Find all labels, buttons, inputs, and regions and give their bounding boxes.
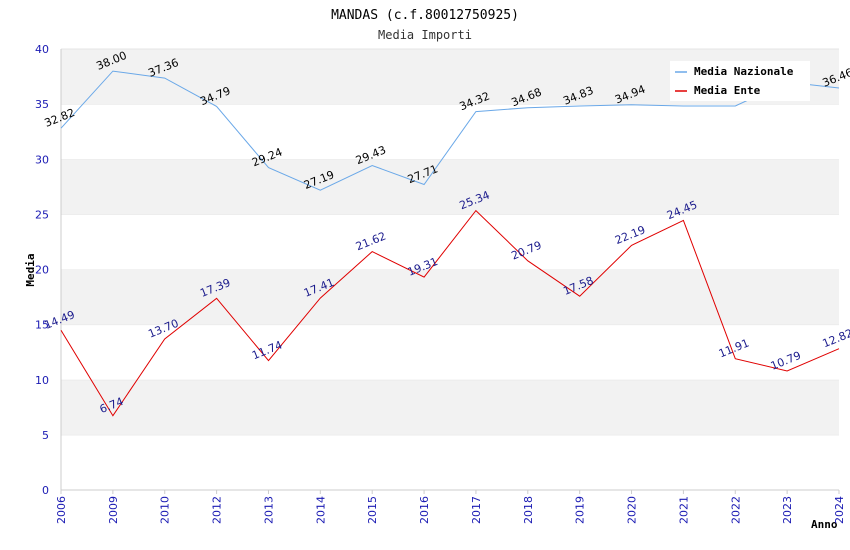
axes [60, 49, 839, 491]
x-tick-label: 2006 [55, 496, 68, 524]
background-bands [61, 48, 839, 490]
chart-subtitle: Media Importi [378, 28, 472, 42]
x-tick-label: 2022 [729, 496, 742, 524]
x-tick-label: 2024 [833, 496, 846, 524]
y-axis-label: Media [24, 253, 37, 286]
y-tick-label: 10 [35, 374, 49, 387]
grid-band [61, 324, 839, 380]
y-tick-label: 15 [35, 319, 49, 332]
x-tick-label: 2019 [574, 496, 587, 524]
grid-band [61, 269, 839, 325]
grid-band [61, 214, 839, 270]
x-axis-label: Anno [811, 518, 838, 531]
series-line-nazionale [60, 70, 840, 191]
y-tick-label: 5 [42, 429, 49, 442]
x-tick-label: 2018 [522, 496, 535, 524]
x-tick-label: 2014 [314, 496, 327, 524]
grid-band [61, 434, 839, 490]
x-tick-label: 2010 [159, 496, 172, 524]
grid-band [61, 104, 839, 160]
legend-label-ente: Media Ente [694, 84, 761, 97]
series-lines [60, 70, 840, 417]
x-tick-label: 2023 [781, 496, 794, 524]
x-tick-label: 2015 [366, 496, 379, 524]
grid-band [61, 379, 839, 435]
y-tick-label: 0 [42, 484, 49, 497]
y-tick-label: 25 [35, 208, 49, 221]
x-tick-label: 2017 [470, 496, 483, 524]
y-tick-label: 30 [35, 153, 49, 166]
legend: Media Nazionale Media Ente [670, 61, 810, 101]
grid-band [61, 159, 839, 215]
x-ticks: 2006 2009 2010 2012 2013 2014 2015 2016 2017 2018… [55, 490, 846, 524]
x-tick-label: 2009 [107, 496, 120, 524]
x-tick-label: 2016 [418, 496, 431, 524]
x-tick-label: 2021 [677, 496, 690, 524]
chart-title: MANDAS (c.f.80012750925) [331, 8, 519, 23]
y-tick-label: 35 [35, 98, 49, 111]
y-ticks: 0 5 10 15 20 25 30 35 40 [35, 43, 49, 497]
x-tick-label: 2020 [626, 496, 639, 524]
y-tick-label: 20 [35, 264, 49, 277]
x-tick-label: 2013 [262, 496, 275, 524]
legend-label-nazionale: Media Nazionale [694, 65, 794, 78]
legend-box [670, 61, 810, 101]
x-tick-label: 2012 [211, 496, 224, 524]
y-tick-label: 40 [35, 43, 49, 56]
series-line-ente [60, 209, 840, 417]
